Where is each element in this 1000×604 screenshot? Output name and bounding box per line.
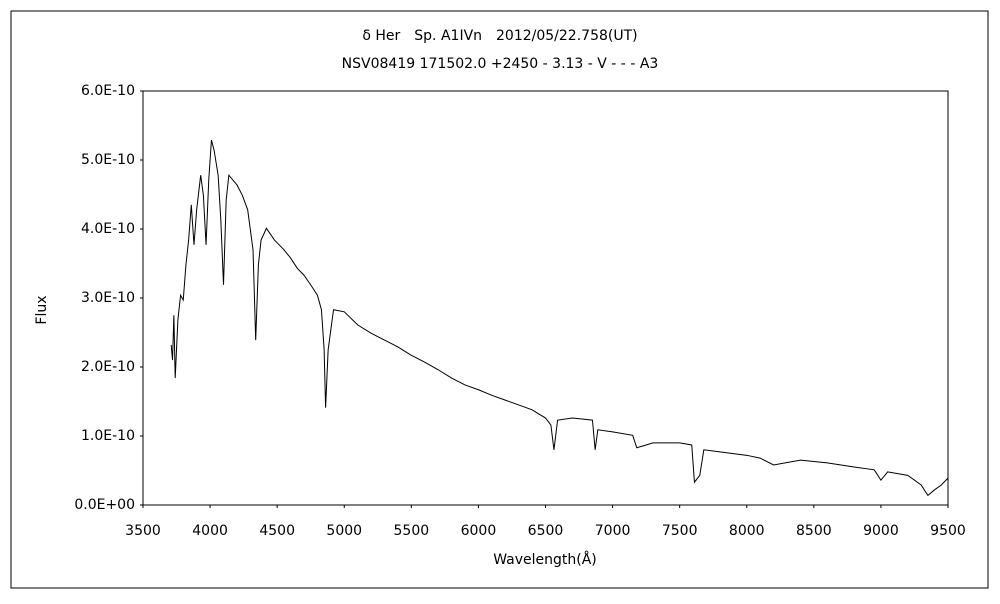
- x-axis-label: Wavelength(Å): [493, 551, 597, 568]
- y-axis-label: Flux: [34, 295, 50, 324]
- chart-subtitle: NSV08419 171502.0 +2450 - 3.13 - V - - -…: [342, 56, 659, 72]
- x-tick-label: 9500: [930, 523, 966, 539]
- x-tick-label: 3500: [125, 523, 161, 539]
- x-tick-label: 9000: [863, 523, 899, 539]
- x-tick-label: 4500: [259, 523, 295, 539]
- y-tick-label: 3.0E-10: [81, 290, 135, 306]
- y-tick-label: 5.0E-10: [81, 152, 135, 168]
- x-tick-label: 8000: [729, 523, 765, 539]
- y-tick-label: 0.0E+00: [74, 497, 135, 513]
- y-tick-label: 6.0E-10: [81, 83, 135, 99]
- y-tick-label: 4.0E-10: [81, 221, 135, 237]
- x-tick-label: 5000: [326, 523, 362, 539]
- x-tick-label: 7500: [662, 523, 698, 539]
- x-tick-label: 5500: [394, 523, 430, 539]
- x-tick-label: 7000: [595, 523, 631, 539]
- spectrum-line: [170, 139, 949, 497]
- x-tick-label: 8500: [796, 523, 832, 539]
- x-tick-label: 6500: [528, 523, 564, 539]
- x-tick-label: 6000: [461, 523, 497, 539]
- x-tick-label: 4000: [192, 523, 228, 539]
- chart-title: δ Her Sp. A1IVn 2012/05/22.758(UT): [362, 28, 637, 44]
- y-tick-label: 2.0E-10: [81, 359, 135, 375]
- y-tick-label: 1.0E-10: [81, 428, 135, 444]
- frame: [10, 10, 989, 589]
